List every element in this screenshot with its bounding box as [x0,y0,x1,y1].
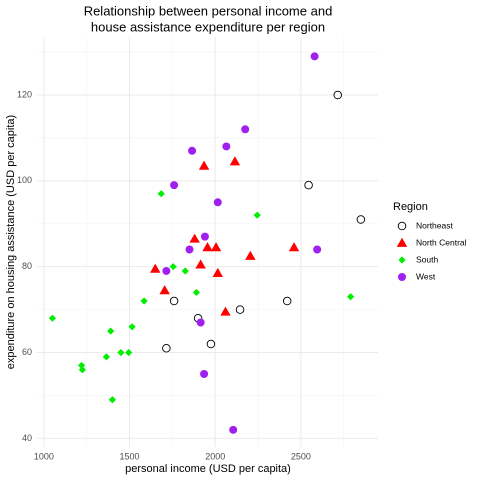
point [313,245,322,254]
point [108,396,116,404]
point [200,232,209,241]
point [140,297,148,305]
legend-label: West [416,271,436,281]
point [229,156,241,166]
point [288,242,300,252]
point [200,370,209,379]
x-tick-label: 1500 [120,451,140,461]
chart-title: house assistance expenditure per region [91,19,325,34]
point [128,323,136,331]
chart-title: Relationship between personal income and [84,3,333,18]
y-tick-label: 100 [17,175,32,185]
point [245,250,256,260]
point [188,146,197,155]
point [212,267,223,278]
legend-marker [398,256,406,264]
legend-marker [396,237,408,247]
point [346,293,355,301]
x-tick-label: 1000 [34,451,54,461]
point [157,190,165,198]
point [229,425,238,434]
point [169,263,177,271]
legend-label: North Central [416,237,467,247]
point [282,296,292,306]
point [189,233,200,243]
point [125,348,133,357]
legend-label: South [416,254,438,264]
x-tick-label: 2500 [291,451,311,461]
y-tick-label: 120 [17,89,32,99]
point [213,198,222,207]
point [117,348,125,357]
point [210,242,222,252]
point [222,142,231,151]
point [159,285,170,295]
legend-marker [397,221,407,231]
point [195,259,206,269]
point [102,353,110,361]
point [304,180,313,190]
point [310,52,319,61]
point [253,211,261,219]
point [192,288,200,297]
y-tick-label: 80 [22,261,32,271]
legend-label: Northeast [416,220,453,230]
point [198,160,210,170]
point [220,306,231,316]
point [170,181,179,190]
point [162,266,171,275]
point [185,245,194,254]
point [78,366,87,374]
legend-marker [398,273,406,281]
point [162,344,171,353]
point [206,339,216,349]
point [150,263,161,273]
legend-title: Region [393,201,428,213]
point [241,125,250,134]
point [202,242,213,252]
x-axis-label: personal income (USD per capita) [125,463,291,475]
point [356,215,366,224]
point [48,314,57,322]
point [181,267,189,275]
point [333,90,342,100]
y-axis-label: expenditure on housing assistance (USD p… [5,115,17,369]
x-tick-label: 2000 [205,451,225,461]
point [169,296,179,306]
point [235,305,245,314]
point [107,327,115,335]
point [196,318,205,327]
y-tick-label: 60 [22,347,32,357]
y-tick-label: 40 [22,433,32,443]
